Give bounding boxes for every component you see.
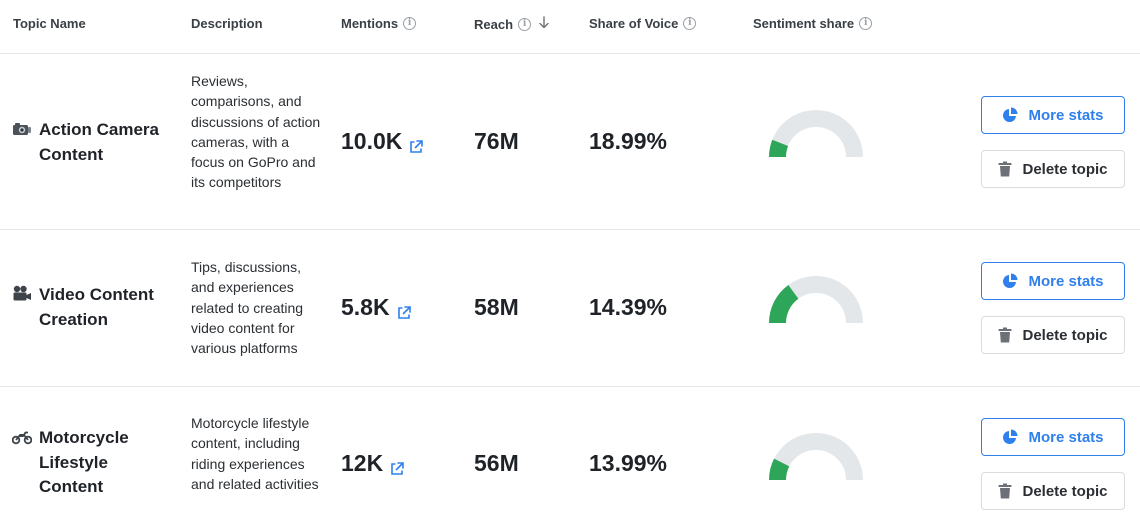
share-of-voice-value: 14.39%: [589, 294, 668, 320]
gauge-positive-segment: [769, 139, 789, 158]
pie-chart-icon: [1003, 429, 1018, 444]
column-header-share-of-voice[interactable]: Share of Voice i: [589, 16, 697, 31]
mentions-value: 10.0K: [341, 128, 403, 154]
more-stats-button[interactable]: More stats: [981, 262, 1125, 300]
column-header-description-label: Description: [191, 16, 263, 31]
external-link-icon[interactable]: [408, 134, 424, 153]
mentions-value: 12K: [341, 450, 384, 476]
more-stats-label: More stats: [1028, 428, 1104, 446]
share-of-voice-value: 18.99%: [589, 128, 668, 154]
mentions-link[interactable]: 5.8K: [341, 294, 412, 321]
delete-topic-label: Delete topic: [1022, 326, 1108, 344]
info-icon[interactable]: i: [859, 17, 873, 30]
arrow-down-icon[interactable]: [538, 16, 550, 32]
more-stats-button[interactable]: More stats: [981, 96, 1125, 134]
more-stats-label: More stats: [1028, 106, 1104, 124]
mentions-link[interactable]: 10.0K: [341, 128, 424, 155]
topic-description: Tips, discussions, and experiences relat…: [191, 259, 304, 357]
info-icon[interactable]: i: [683, 17, 697, 30]
trash-icon: [998, 483, 1012, 499]
gauge-track: [769, 110, 863, 158]
column-header-mentions-label: Mentions: [341, 16, 399, 31]
sentiment-gauge: [769, 433, 863, 481]
more-stats-label: More stats: [1028, 272, 1104, 290]
gauge-track: [769, 433, 863, 481]
topic-name: Action Camera Content: [39, 120, 159, 164]
delete-topic-label: Delete topic: [1022, 482, 1108, 500]
table-row: Action Camera Content Reviews, compariso…: [0, 55, 1140, 230]
topic-cell: Video Content Creation: [12, 283, 169, 332]
column-header-topic[interactable]: Topic Name: [13, 16, 86, 31]
topic-name: Motorcycle Lifestyle Content: [39, 428, 129, 496]
trash-icon: [998, 327, 1012, 343]
external-link-icon[interactable]: [389, 456, 405, 475]
pie-chart-icon: [1003, 273, 1018, 288]
delete-topic-button[interactable]: Delete topic: [981, 150, 1125, 188]
info-icon[interactable]: i: [403, 17, 417, 30]
column-header-sentiment[interactable]: Sentiment share i: [753, 16, 873, 31]
mentions-value: 5.8K: [341, 294, 390, 320]
column-header-reach-label: Reach: [474, 16, 514, 32]
gauge-positive-segment: [769, 284, 799, 324]
info-icon[interactable]: i: [518, 17, 532, 31]
sentiment-gauge: [769, 110, 863, 158]
topic-name: Video Content Creation: [39, 285, 154, 329]
reach-value: 56M: [474, 450, 519, 476]
camera-icon: [12, 120, 32, 138]
pie-chart-icon: [1003, 107, 1018, 122]
column-header-description: Description: [191, 16, 263, 31]
column-header-share-of-voice-label: Share of Voice: [589, 16, 679, 31]
share-of-voice-value: 13.99%: [589, 450, 668, 476]
table-header: Topic Name Description Mentions i Reach …: [0, 0, 1140, 54]
topic-description: Motorcycle lifestyle content, including …: [191, 415, 319, 492]
delete-topic-label: Delete topic: [1022, 160, 1108, 178]
sentiment-gauge: [769, 276, 863, 324]
external-link-icon[interactable]: [396, 300, 412, 319]
trash-icon: [998, 161, 1012, 177]
movie-camera-icon: [12, 285, 32, 303]
topic-cell: Motorcycle Lifestyle Content: [12, 426, 169, 500]
table-row: Video Content Creation Tips, discussions…: [0, 230, 1140, 387]
gauge-positive-segment: [769, 458, 790, 481]
topic-description: Reviews, comparisons, and discussions of…: [191, 73, 321, 191]
topic-cell: Action Camera Content: [12, 118, 169, 167]
column-header-reach[interactable]: Reach i: [474, 16, 550, 32]
more-stats-button[interactable]: More stats: [981, 418, 1125, 456]
delete-topic-button[interactable]: Delete topic: [981, 472, 1125, 510]
reach-value: 58M: [474, 294, 519, 320]
column-header-topic-label: Topic Name: [13, 16, 86, 31]
column-header-sentiment-label: Sentiment share: [753, 16, 855, 31]
reach-value: 76M: [474, 128, 519, 154]
delete-topic-button[interactable]: Delete topic: [981, 316, 1125, 354]
mentions-link[interactable]: 12K: [341, 450, 405, 477]
column-header-mentions[interactable]: Mentions i: [341, 16, 417, 31]
motorcycle-icon: [12, 428, 32, 446]
table-row: Motorcycle Lifestyle Content Motorcycle …: [0, 387, 1140, 529]
